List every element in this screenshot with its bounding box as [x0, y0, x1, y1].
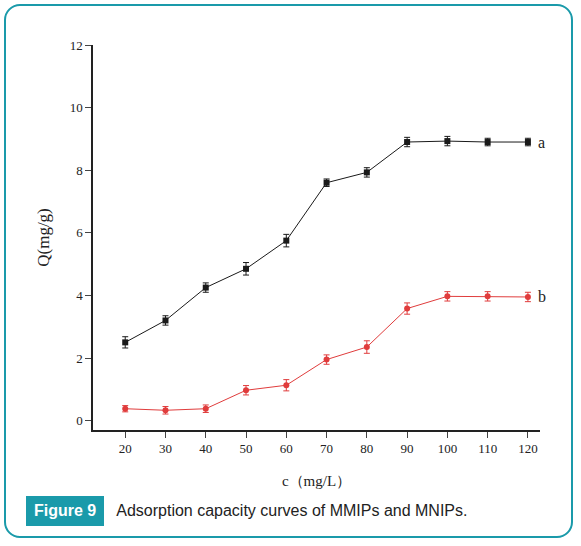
svg-text:100: 100 [438, 441, 458, 456]
svg-text:110: 110 [478, 441, 497, 456]
svg-text:Q(mg/g): Q(mg/g) [34, 208, 53, 267]
svg-text:60: 60 [280, 441, 293, 456]
svg-text:30: 30 [159, 441, 172, 456]
svg-text:70: 70 [320, 441, 333, 456]
svg-text:b: b [538, 288, 546, 305]
svg-text:6: 6 [76, 225, 83, 240]
svg-text:a: a [538, 134, 545, 151]
svg-text:20: 20 [119, 441, 132, 456]
svg-text:90: 90 [401, 441, 414, 456]
svg-text:8: 8 [76, 163, 83, 178]
html-text:Figure 9: Figure 9 [34, 502, 97, 519]
html-text:Adsorption capacity curves of: Adsorption capacity curves of MMIPs and … [116, 502, 468, 519]
svg-text:4: 4 [76, 288, 83, 303]
svg-text:0: 0 [76, 413, 83, 428]
svg-text:12: 12 [70, 38, 83, 53]
svg-text:80: 80 [360, 441, 373, 456]
svg-text:120: 120 [518, 441, 538, 456]
svg-text:50: 50 [240, 441, 253, 456]
svg-text:10: 10 [70, 100, 83, 115]
svg-text:2: 2 [76, 351, 83, 366]
svg-text:c（mg/L）: c（mg/L） [282, 473, 351, 489]
svg-text:40: 40 [199, 441, 212, 456]
